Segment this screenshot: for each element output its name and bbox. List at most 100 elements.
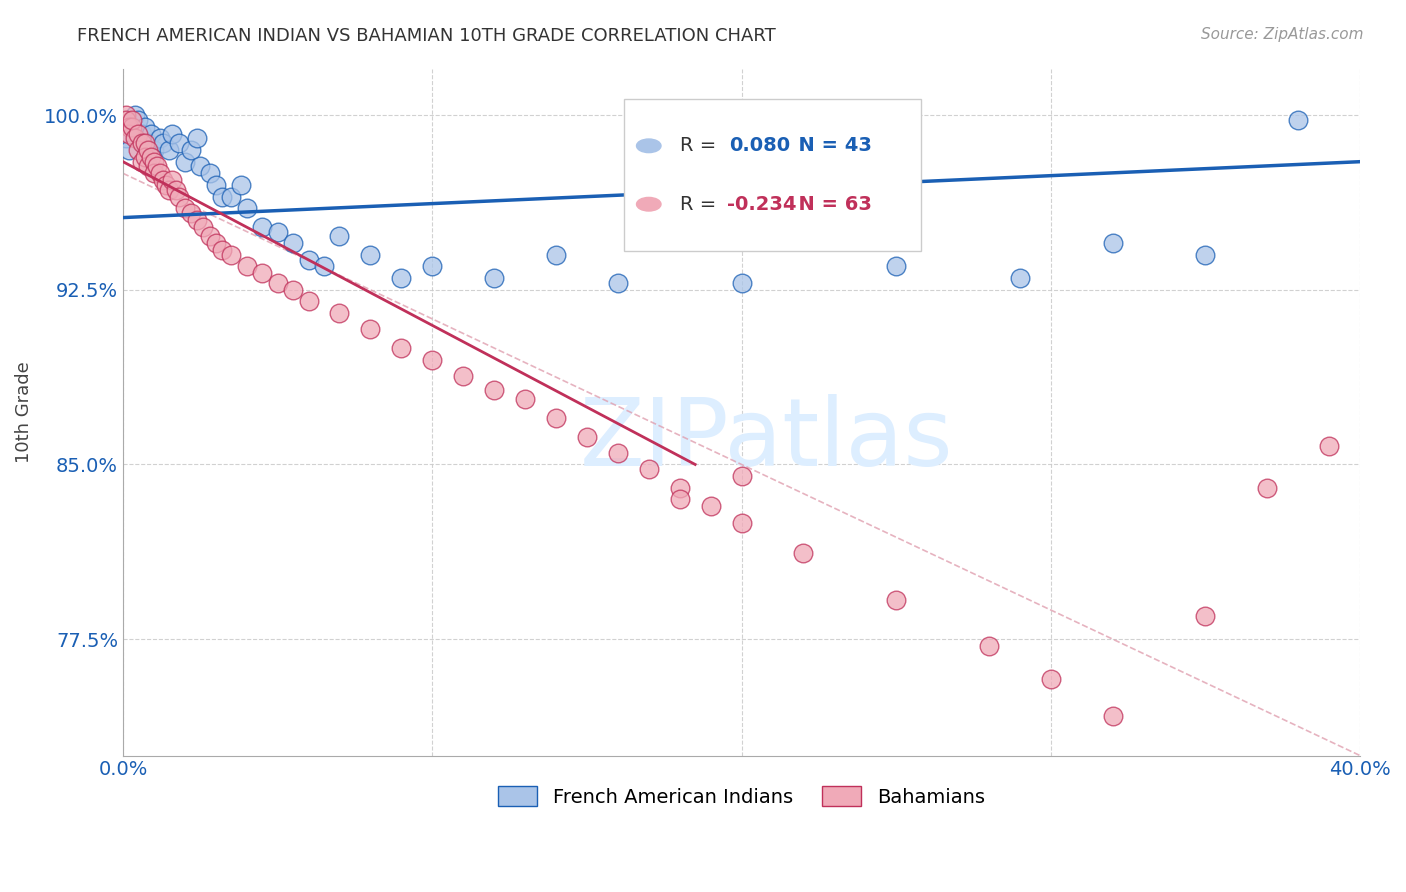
Point — [1194, 608, 1216, 623]
Point — [250, 219, 273, 234]
Text: R =: R = — [679, 194, 723, 214]
Point — [127, 127, 149, 141]
Point — [730, 516, 752, 530]
Point — [167, 136, 190, 150]
Point — [186, 213, 208, 227]
Text: -0.234: -0.234 — [727, 194, 796, 214]
Point — [142, 154, 165, 169]
Point — [149, 166, 172, 180]
Circle shape — [637, 139, 661, 153]
Point — [884, 592, 907, 607]
Point — [637, 462, 659, 476]
Point — [235, 260, 257, 274]
Point — [219, 248, 242, 262]
Point — [127, 112, 149, 127]
Point — [389, 271, 412, 285]
Point — [124, 108, 146, 122]
Point — [544, 248, 567, 262]
Point — [328, 229, 350, 244]
Point — [482, 271, 505, 285]
Y-axis label: 10th Grade: 10th Grade — [15, 361, 32, 463]
Point — [211, 189, 233, 203]
Point — [266, 276, 288, 290]
Point — [250, 267, 273, 281]
Point — [167, 189, 190, 203]
Point — [127, 143, 149, 157]
Point — [165, 183, 187, 197]
Point — [1194, 248, 1216, 262]
Point — [115, 112, 138, 127]
Point — [312, 260, 335, 274]
Point — [792, 546, 814, 560]
Point — [575, 429, 598, 443]
Point — [482, 383, 505, 397]
Point — [124, 131, 146, 145]
Point — [884, 260, 907, 274]
Point — [668, 492, 690, 507]
Text: FRENCH AMERICAN INDIAN VS BAHAMIAN 10TH GRADE CORRELATION CHART: FRENCH AMERICAN INDIAN VS BAHAMIAN 10TH … — [77, 27, 776, 45]
Point — [297, 252, 319, 267]
Point — [1101, 709, 1123, 723]
Circle shape — [637, 197, 661, 211]
Point — [219, 189, 242, 203]
Point — [134, 150, 156, 164]
Point — [157, 143, 180, 157]
Point — [1039, 672, 1062, 686]
Legend: French American Indians, Bahamians: French American Indians, Bahamians — [491, 779, 993, 814]
Point — [188, 159, 211, 173]
Point — [198, 229, 221, 244]
Point — [211, 243, 233, 257]
Point — [193, 219, 215, 234]
Point — [134, 136, 156, 150]
Point — [359, 322, 381, 336]
Point — [297, 294, 319, 309]
Text: N = 63: N = 63 — [785, 194, 872, 214]
Point — [606, 276, 628, 290]
Point — [121, 120, 143, 134]
Point — [162, 173, 184, 187]
Point — [131, 154, 153, 169]
Point — [180, 143, 202, 157]
Point — [420, 352, 443, 367]
Point — [1008, 271, 1031, 285]
Text: R =: R = — [679, 136, 723, 155]
Text: ZIPatlas: ZIPatlas — [579, 393, 953, 485]
Point — [136, 159, 159, 173]
Point — [152, 136, 174, 150]
Point — [204, 178, 226, 192]
Point — [139, 150, 162, 164]
Text: N = 43: N = 43 — [785, 136, 872, 155]
Point — [134, 120, 156, 134]
Point — [136, 136, 159, 150]
Point — [699, 500, 721, 514]
Point — [1317, 439, 1340, 453]
Point — [1256, 481, 1278, 495]
Point — [730, 276, 752, 290]
Point — [281, 283, 304, 297]
Point — [730, 469, 752, 483]
Point — [1286, 112, 1309, 127]
Point — [142, 143, 165, 157]
Point — [139, 127, 162, 141]
Point — [118, 127, 141, 141]
Point — [173, 201, 195, 215]
Point — [142, 166, 165, 180]
Point — [977, 639, 1000, 653]
Point — [186, 131, 208, 145]
Point — [121, 112, 143, 127]
Point — [606, 446, 628, 460]
Point — [121, 120, 143, 134]
Point — [420, 260, 443, 274]
Point — [198, 166, 221, 180]
Point — [136, 143, 159, 157]
Point — [235, 201, 257, 215]
Point — [328, 306, 350, 320]
Point — [115, 131, 138, 145]
Point — [204, 236, 226, 251]
Point — [118, 120, 141, 134]
Point — [131, 127, 153, 141]
Point — [229, 178, 252, 192]
Point — [149, 131, 172, 145]
Point — [266, 225, 288, 239]
Point — [152, 173, 174, 187]
